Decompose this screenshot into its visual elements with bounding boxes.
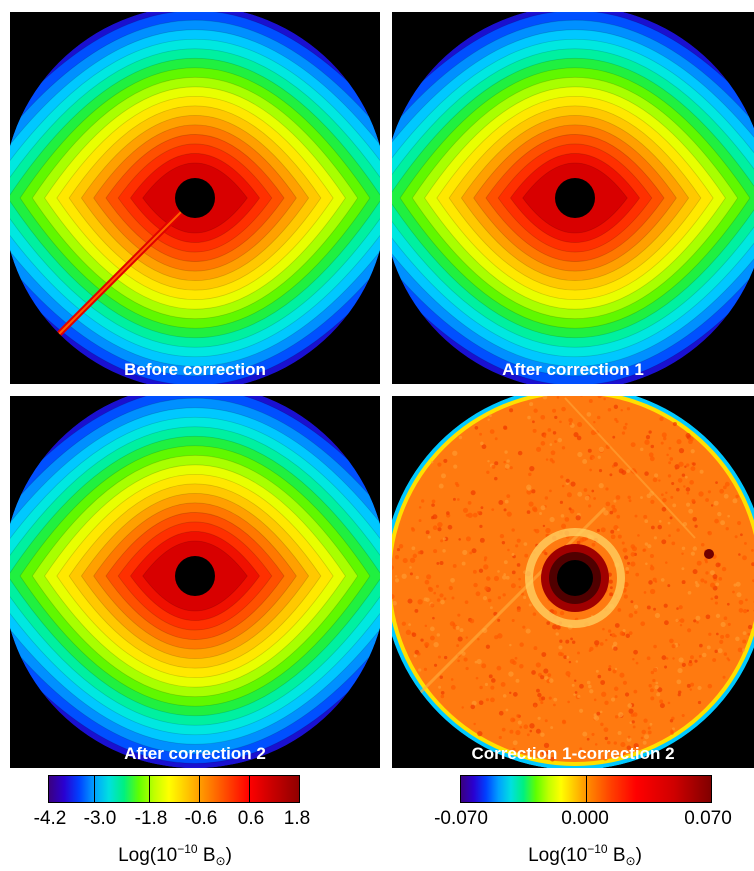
coronagraph-image-before <box>10 12 380 384</box>
panel-before-correction: Before correction <box>10 12 380 384</box>
colorbar-unit-label: Log(10−10 B⊙) <box>118 842 232 868</box>
panel-difference: Correction 1-correction 2 <box>392 396 754 768</box>
colorbar-unit-label: Log(10−10 B⊙) <box>528 842 642 868</box>
panel-after-correction-2: After correction 2 <box>10 396 380 768</box>
colorbar-tick-label: -4.2 <box>33 808 67 829</box>
panel-caption: Correction 1-correction 2 <box>471 744 675 763</box>
difference-image <box>392 396 754 768</box>
colorbar-tick-label: 0.070 <box>684 808 732 829</box>
colorbar-tick-label: 0.000 <box>561 808 609 829</box>
colorbar-tick-label: 1.8 <box>283 808 311 829</box>
colorbar-tick-label: 0.6 <box>237 808 265 829</box>
panel-caption: Before correction <box>124 360 266 379</box>
colorbar-tick-label: -1.8 <box>134 808 168 829</box>
panel-after-correction-1: After correction 1 <box>392 12 754 384</box>
colorbar-difference <box>460 775 712 803</box>
panel-caption: After correction 2 <box>124 744 266 763</box>
colorbar-tick-label: -3.0 <box>83 808 117 829</box>
coronagraph-image-after-1 <box>392 12 754 384</box>
colorbar-tick-label: -0.070 <box>434 808 488 829</box>
coronagraph-image-after-2 <box>10 396 380 768</box>
colorbar-brightness <box>48 775 300 803</box>
panel-caption: After correction 1 <box>502 360 644 379</box>
colorbar-tick-label: -0.6 <box>184 808 218 829</box>
